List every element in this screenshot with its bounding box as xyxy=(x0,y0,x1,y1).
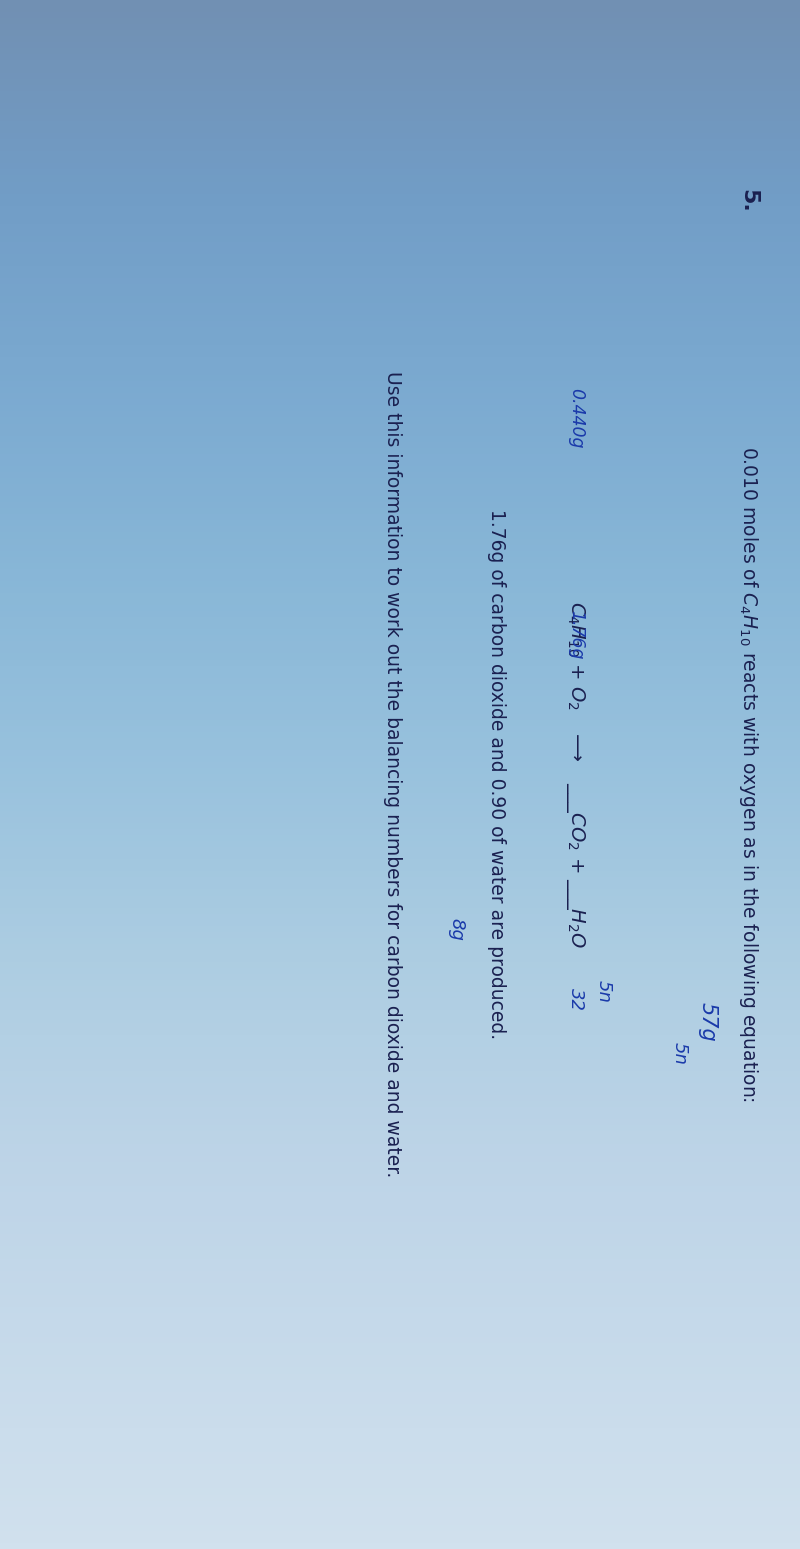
Text: 1.76g: 1.76g xyxy=(567,610,585,660)
Text: 57g: 57g xyxy=(698,1002,718,1042)
Text: 8g: 8g xyxy=(447,919,465,940)
Text: 5n: 5n xyxy=(595,981,613,1002)
Text: 32: 32 xyxy=(567,988,585,1010)
Text: 5n: 5n xyxy=(671,1042,689,1064)
Text: 0.010 moles of $C_4H_{10}$ reacts with oxygen as in the following equation:: 0.010 moles of $C_4H_{10}$ reacts with o… xyxy=(737,446,759,1103)
Text: $C_4H_{10}$ + $O_2$   $\longrightarrow$   ___$CO_2$ + ___$H_2O$: $C_4H_{10}$ + $O_2$ $\longrightarrow$ __… xyxy=(565,601,587,948)
Text: 5.: 5. xyxy=(738,189,758,214)
Text: Use this information to work out the balancing numbers for carbon dioxide and wa: Use this information to work out the bal… xyxy=(382,372,402,1177)
Text: 0.440g: 0.440g xyxy=(567,387,585,449)
Text: 1.76g of carbon dioxide and 0.90 of water are produced.: 1.76g of carbon dioxide and 0.90 of wate… xyxy=(486,510,506,1039)
